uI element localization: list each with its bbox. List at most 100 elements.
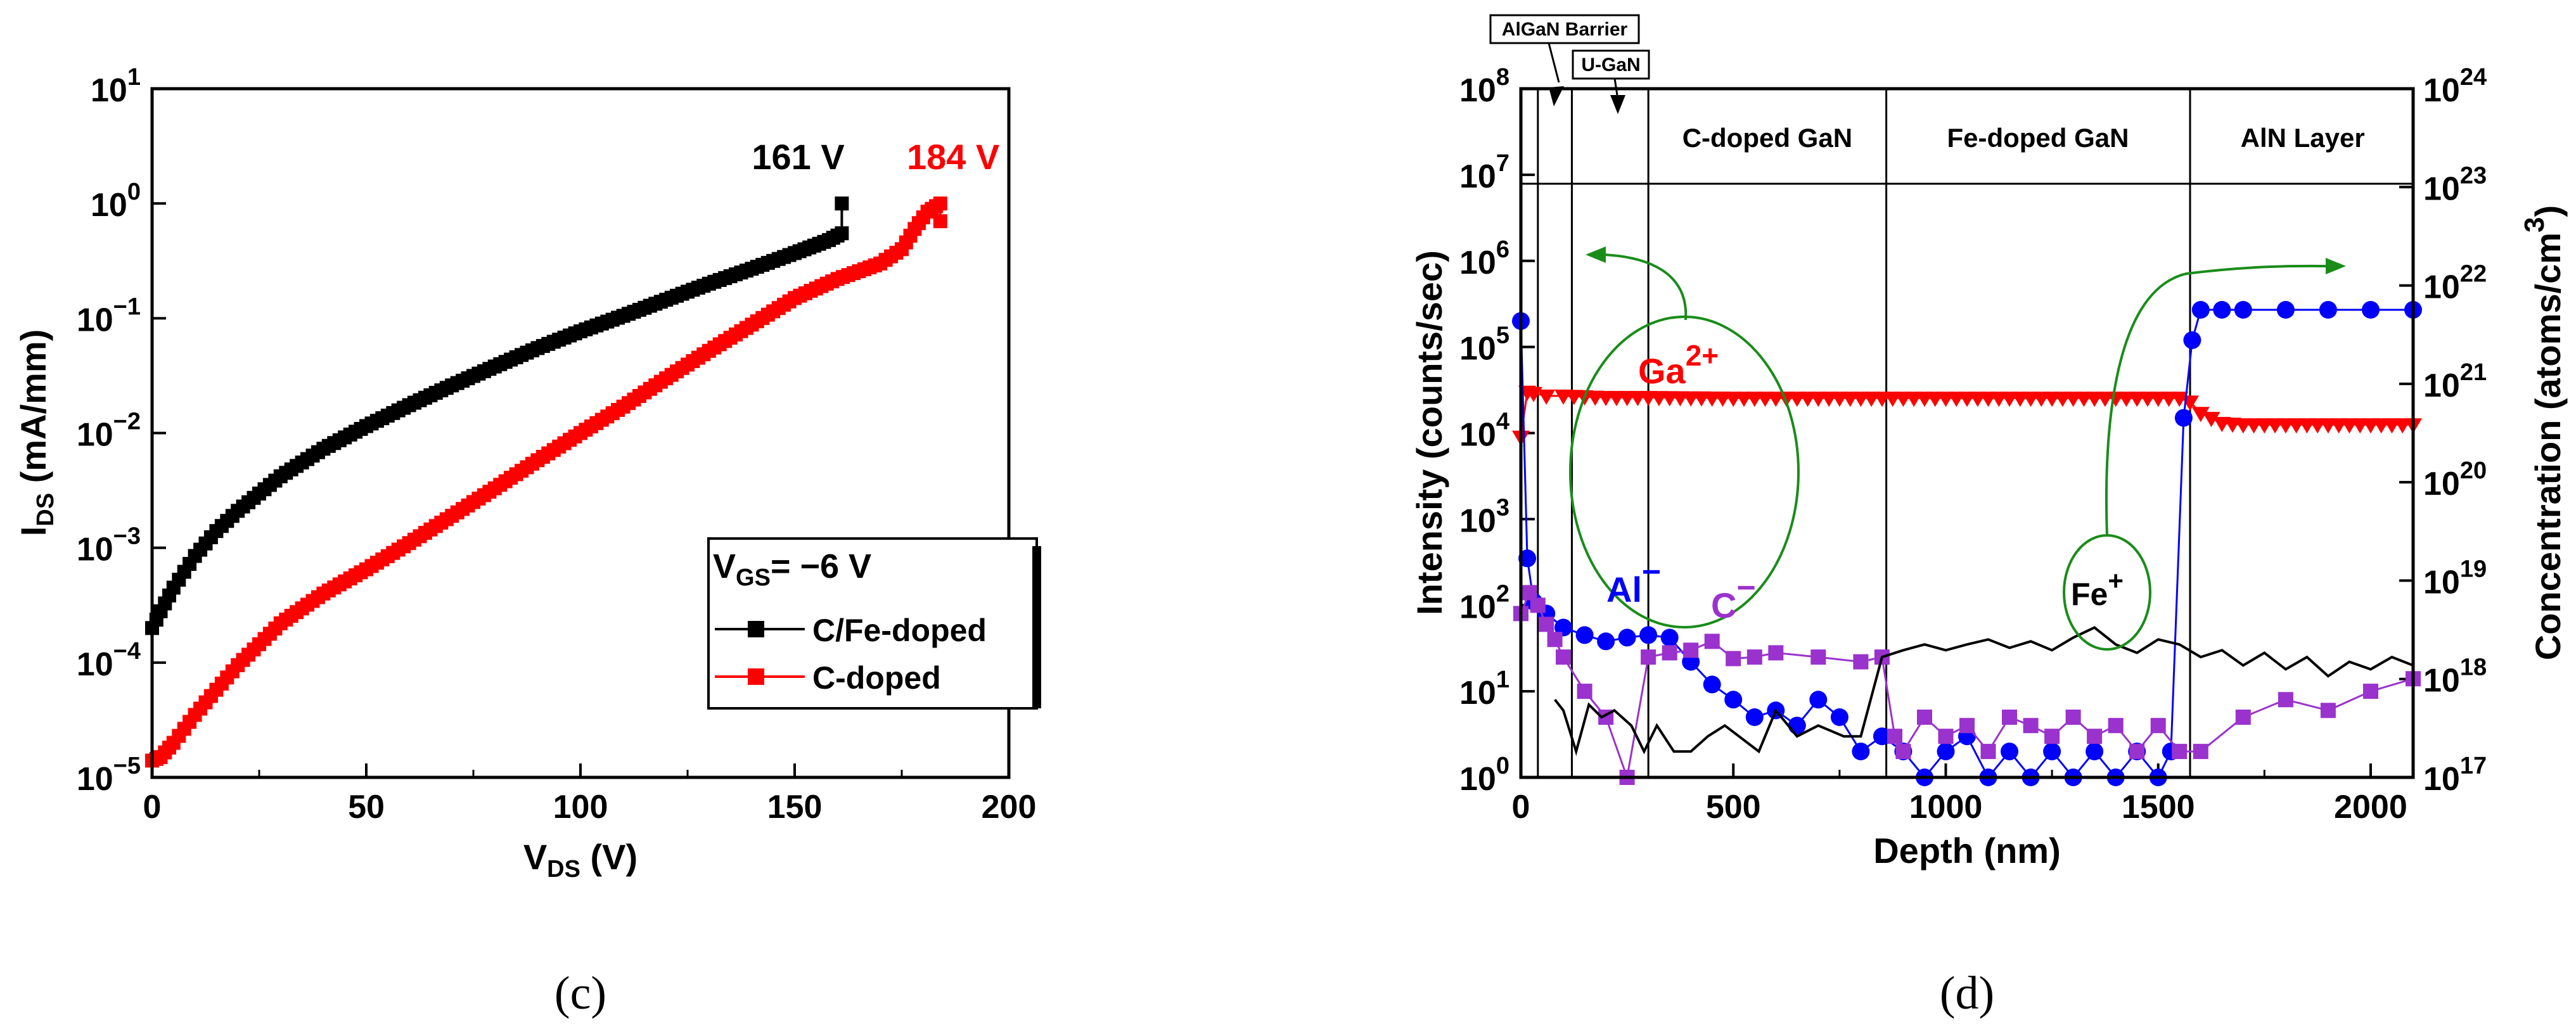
d-data-point [1917, 710, 1932, 725]
d-data-point [2172, 744, 2188, 760]
d-data-point [2002, 710, 2017, 725]
c-x-tick-label: 50 [348, 789, 385, 826]
d-algan-label: AlGaN Barrier [1502, 19, 1628, 40]
d-data-point [1629, 391, 1647, 407]
d-algan-arrow-head [1549, 86, 1564, 106]
c-x-tick-label: 100 [553, 789, 608, 826]
c-legend-title: VGS= −6 V [713, 547, 871, 591]
d-data-point [2193, 744, 2208, 760]
d-data-point [1683, 642, 1699, 658]
c-panel-tag: (c) [554, 967, 606, 1019]
d-data-point [2108, 718, 2124, 734]
d-data-point [1639, 626, 1658, 644]
d-data-point [2096, 392, 2114, 407]
d-data-point [2183, 331, 2201, 349]
d-data-point [1703, 675, 1721, 694]
chart-d: 0 500 1000 1500 2000 100 101 102 103 104 105 106 107… [1409, 14, 2568, 1019]
d-data-point [2213, 301, 2231, 319]
d-data-point [1575, 626, 1594, 644]
d-data-point [1618, 628, 1636, 647]
d-data-point [2129, 744, 2145, 760]
c-data-point [933, 214, 947, 229]
d-y-axis-label: Intensity (counts/sec) [1409, 250, 1449, 615]
c-x-tick-label: 0 [143, 789, 162, 826]
d-left-axis-arrow-head [1586, 246, 1606, 263]
d-label-ga: Ga2+ [1638, 339, 1719, 391]
d-ugan-box [1572, 49, 1650, 80]
d-label-fe: Fe+ [2071, 566, 2124, 612]
d-y-tick-label: 103 [1459, 494, 1509, 539]
d-axis-ticks: 0 500 1000 1500 2000 100 101 102 103 104 105 106 107… [1459, 64, 2487, 826]
chart-c: 0 50 100 150 200 10−5 10−4 10−3 10−2 10−1 100 101 1… [13, 64, 1041, 1019]
c-y-tick-label: 100 [91, 179, 141, 224]
d-data-point [2393, 418, 2412, 434]
d-data-point [1539, 616, 1554, 632]
d-data-point [1597, 632, 1615, 651]
d-data-point [1714, 392, 1732, 407]
c-annotation-184v: 184 V [907, 137, 999, 177]
c-y-tick-label: 10−5 [77, 753, 141, 798]
d-algan-box [1489, 14, 1640, 44]
d-data-point [1525, 386, 1543, 402]
c-plot-frame [150, 87, 1011, 779]
d-layer-label-cdoped: C-doped GaN [1682, 123, 1852, 153]
d-data-point [2276, 301, 2295, 319]
d-data-point [1518, 549, 1537, 568]
d-y2-tick-label: 1019 [2423, 556, 2487, 601]
d-data-point [1980, 744, 1996, 760]
d-right-axis-arrow [2105, 264, 2328, 536]
d-data-point [1586, 390, 1605, 406]
d-data-point [1853, 654, 1869, 670]
d-data-point [2320, 703, 2336, 718]
d-ugan-arrow-head [1610, 95, 1625, 114]
d-data-point [1768, 645, 1784, 661]
c-legend-label-c: C-doped [812, 660, 941, 696]
d-y-tick-label: 100 [1459, 753, 1509, 798]
d-data-point [2001, 743, 2018, 761]
c-data-point [933, 196, 947, 211]
d-layer-label-aln: AlN Layer [2241, 123, 2365, 153]
c-data-point [835, 226, 849, 241]
d-data-point [1938, 729, 1954, 744]
d-data-point [1724, 691, 1743, 709]
d-data-point [1556, 649, 1571, 665]
c-data-point [835, 196, 849, 211]
d-y2-axis-label: Concentration (atoms/cm3) [2519, 205, 2568, 660]
d-y2-tick-label: 1018 [2423, 654, 2487, 699]
d-series-line-3 [1554, 626, 2414, 756]
d-x-tick-label: 500 [1706, 789, 1761, 826]
d-y2-tick-label: 1024 [2423, 64, 2487, 109]
d-data-point [1873, 727, 1891, 746]
d-data-point [2065, 710, 2081, 725]
d-data-point [2174, 409, 2193, 427]
d-data-point [1809, 691, 1828, 709]
d-data-point [1745, 708, 1764, 726]
d-left-axis-arrow [1603, 253, 1688, 321]
d-data-point [2150, 718, 2166, 734]
d-data-point [1841, 392, 1859, 407]
c-x-tick-label: 150 [767, 789, 823, 826]
d-y2-tick-label: 1023 [2423, 162, 2487, 207]
d-data-point [2191, 301, 2210, 319]
c-legend-marker-red [748, 668, 764, 685]
d-data-point [1830, 708, 1849, 726]
d-y2-tick-label: 1017 [2423, 753, 2487, 798]
d-data-point [2011, 392, 2029, 407]
d-data-point [2363, 684, 2378, 699]
d-data-point [1959, 718, 1975, 734]
d-ugan-label: U-GaN [1581, 54, 1640, 75]
d-panel-tag: (d) [1940, 967, 1994, 1019]
d-y2-tick-label: 1022 [2423, 261, 2487, 306]
d-y2-tick-label: 1020 [2423, 457, 2487, 502]
c-series-layer [145, 196, 947, 768]
d-label-al: Al− [1606, 554, 1661, 609]
d-x-tick-label: 0 [1512, 789, 1530, 826]
d-data-point [1726, 651, 1741, 667]
d-ugan-arrow [1613, 78, 1618, 96]
d-right-axis-arrow-head [2326, 258, 2346, 274]
d-data-point [2086, 743, 2104, 761]
d-data-point [2234, 301, 2252, 319]
d-data-point [1704, 634, 1720, 649]
